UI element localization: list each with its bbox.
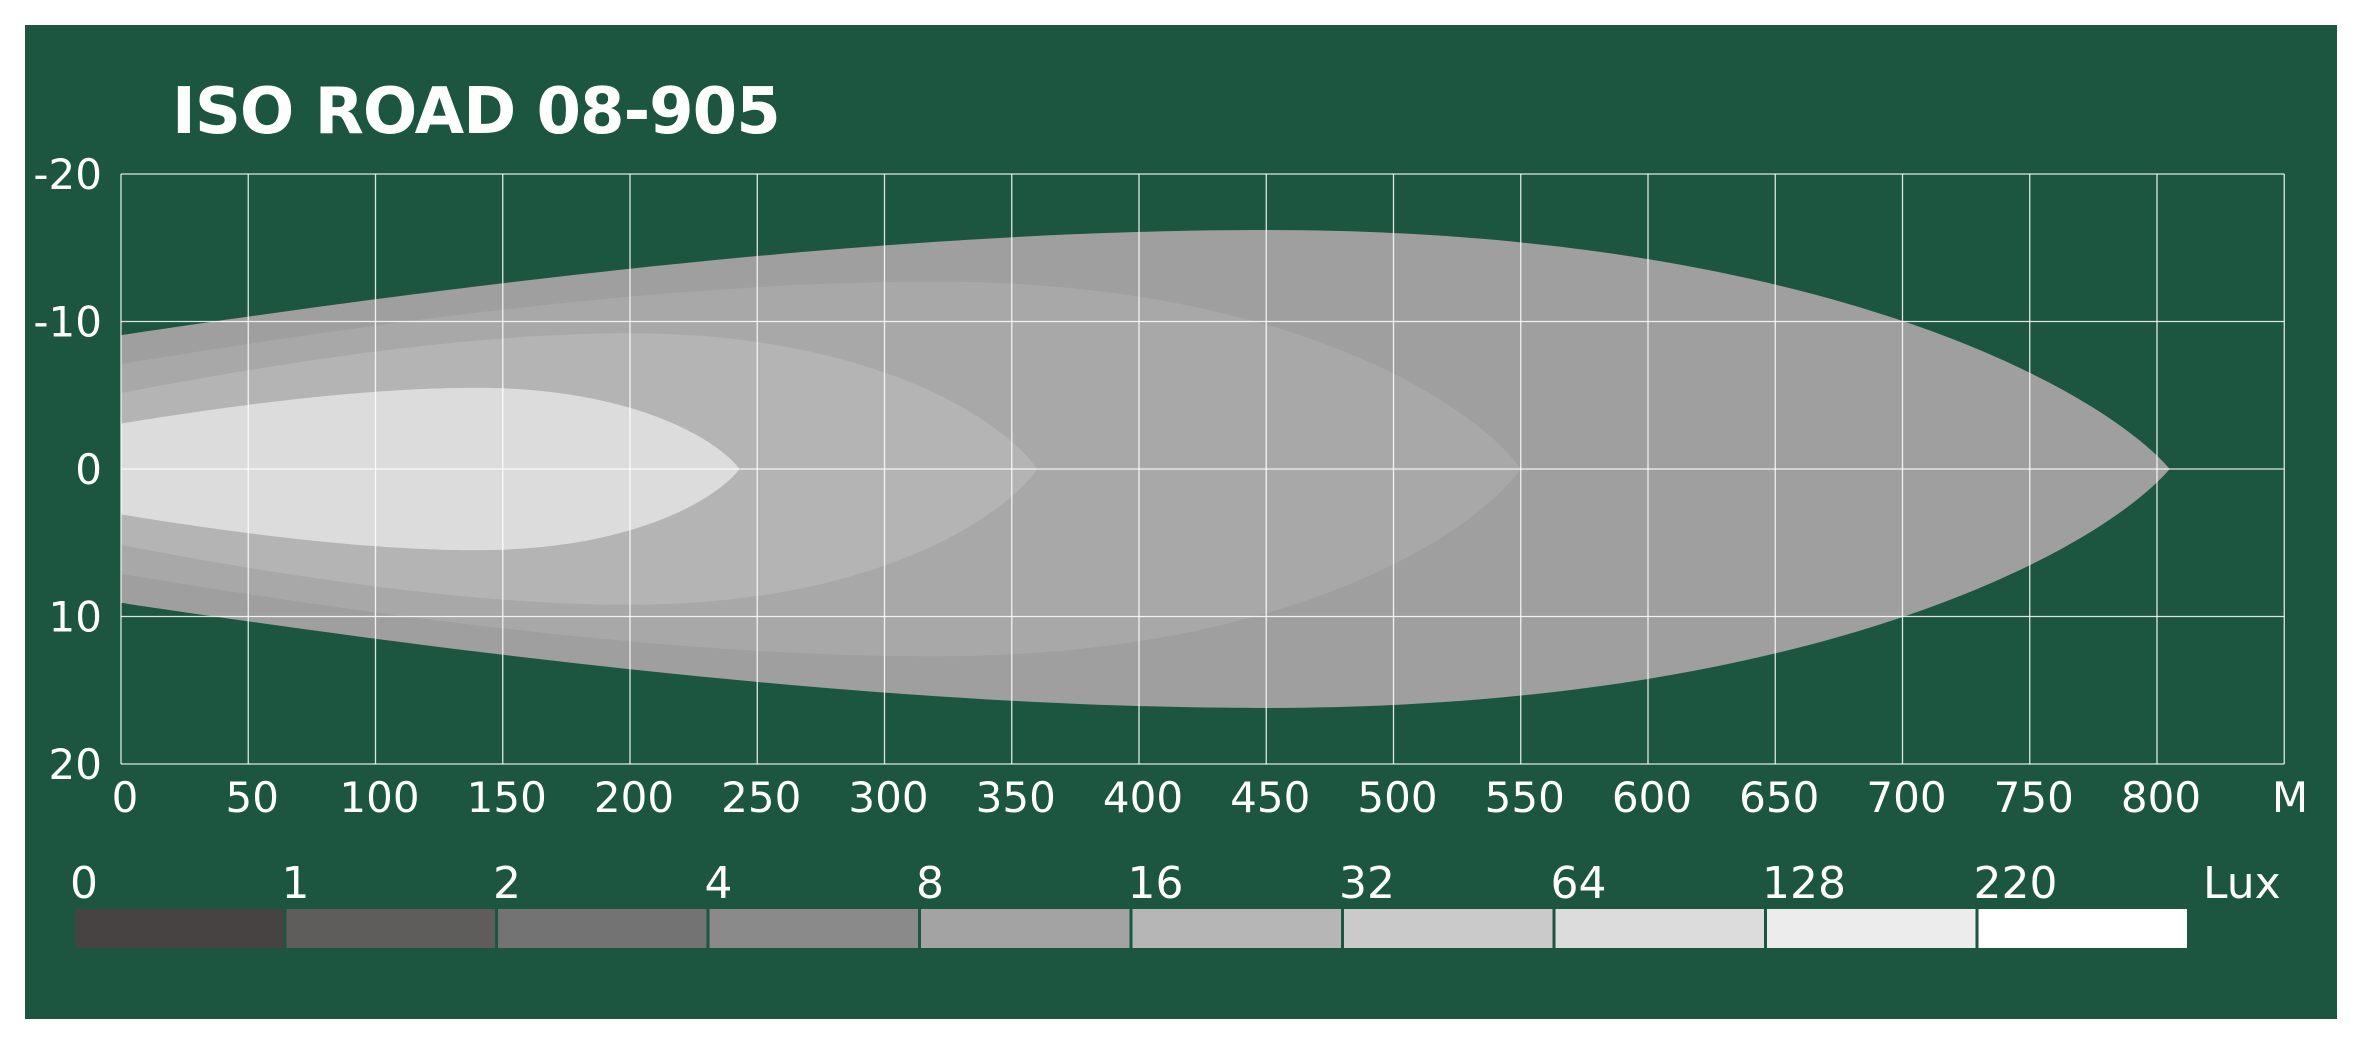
x-axis-ticks: 0 50 100 150 200 250 300 350 400 450 500 550 600 650 7… [112,773,2201,822]
x-tick-label: 600 [1612,773,1692,822]
legend-swatch [921,909,1130,948]
legend-swatch [75,909,284,948]
x-tick-label: 100 [339,773,419,822]
x-tick-label: 700 [1866,773,1946,822]
legend-swatch [1767,909,1976,948]
legend-swatch [1555,909,1764,948]
legend-label: 64 [1551,858,1607,909]
legend-swatch [286,909,495,948]
chart-title: ISO ROAD 08-905 [172,75,781,149]
legend-swatch [1978,909,2187,948]
legend-label: 1 [282,858,310,909]
x-tick-label: 800 [2121,773,2201,822]
legend-label: 128 [1762,858,1846,909]
legend-label: 4 [705,858,733,909]
x-tick-label: 350 [976,773,1056,822]
x-tick-label: 200 [594,773,674,822]
x-tick-label: 750 [1994,773,2074,822]
x-tick-label: 50 [226,773,279,822]
x-tick-label: 500 [1357,773,1437,822]
x-tick-label: 550 [1485,773,1565,822]
grid-lines [120,173,2285,765]
y-tick-label: 0 [75,445,102,494]
legend-label: 32 [1339,858,1395,909]
legend-swatch [1344,909,1553,948]
x-tick-label: 650 [1739,773,1819,822]
y-tick-label: 10 [49,593,102,642]
legend-label: 16 [1128,858,1184,909]
y-tick-label: 20 [49,740,102,789]
legend-unit: Lux [2203,858,2281,909]
legend-label: 2 [493,858,521,909]
x-tick-label: 150 [467,773,547,822]
x-tick-label: 0 [112,773,139,822]
y-tick-label: -10 [33,298,102,347]
lux-legend: 0 1 2 4 8 16 32 64 128 220 [70,858,2187,948]
x-tick-label: 450 [1230,773,1310,822]
legend-label: 8 [916,858,944,909]
x-tick-label: 250 [721,773,801,822]
x-tick-label: 400 [1103,773,1183,822]
legend-label: 220 [1974,858,2058,909]
x-axis-unit: M [2272,773,2308,822]
x-tick-label: 300 [848,773,928,822]
y-axis-ticks: -20 -10 0 10 20 [33,150,102,789]
legend-label: 0 [70,858,98,909]
legend-swatch [1132,909,1341,948]
legend-swatch [498,909,707,948]
legend-swatch [709,909,918,948]
y-tick-label: -20 [33,150,102,199]
